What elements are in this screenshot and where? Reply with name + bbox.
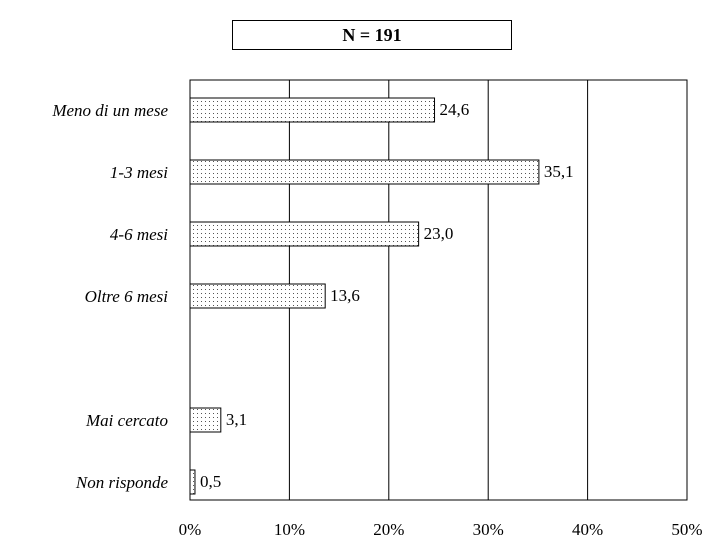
bar xyxy=(189,469,196,495)
x-tick-label: 50% xyxy=(671,520,702,539)
x-tick-label: 0% xyxy=(179,520,202,539)
category-label: 4-6 mesi xyxy=(110,225,168,244)
value-label: 13,6 xyxy=(330,286,360,305)
sample-size-label: N = 191 xyxy=(342,24,402,45)
x-tick-label: 30% xyxy=(473,520,504,539)
bar xyxy=(189,97,436,123)
value-label: 35,1 xyxy=(544,162,574,181)
category-label: 1-3 mesi xyxy=(110,163,168,182)
sample-size-box: N = 191 xyxy=(232,20,512,50)
category-label: Mai cercato xyxy=(85,411,168,430)
value-label: 3,1 xyxy=(226,410,247,429)
x-tick-label: 40% xyxy=(572,520,603,539)
bar xyxy=(189,221,420,247)
value-label: 0,5 xyxy=(200,472,221,491)
bar xyxy=(189,283,326,309)
value-label: 23,0 xyxy=(424,224,454,243)
bar xyxy=(189,159,540,185)
x-tick-label: 20% xyxy=(373,520,404,539)
category-label: Oltre 6 mesi xyxy=(85,287,169,306)
value-label: 24,6 xyxy=(440,100,470,119)
x-tick-label: 10% xyxy=(274,520,305,539)
category-label: Non risponde xyxy=(75,473,169,492)
bar xyxy=(189,407,222,433)
category-label: Meno di un mese xyxy=(51,101,168,120)
